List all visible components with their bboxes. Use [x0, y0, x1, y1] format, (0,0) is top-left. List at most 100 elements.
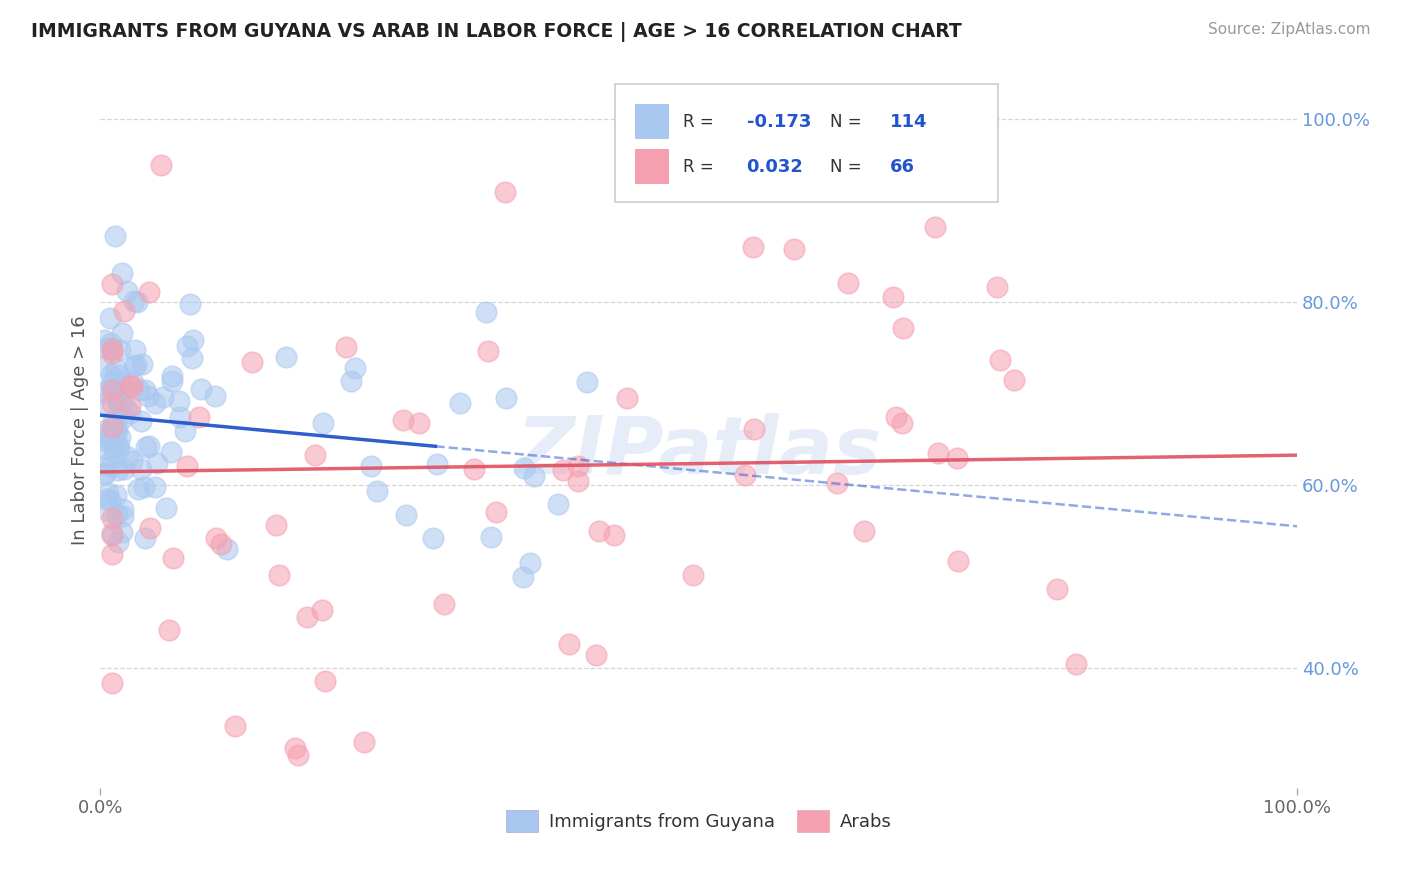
Point	[267, 568, 290, 582]
Point	[146, 456, 169, 470]
Point	[111, 524, 134, 539]
Point	[433, 597, 456, 611]
Point	[449, 396, 471, 410]
Point	[927, 446, 949, 460]
Point	[93, 466, 115, 480]
Point	[127, 482, 149, 496]
Point	[837, 277, 859, 291]
Point	[783, 242, 806, 256]
Point	[519, 556, 541, 570]
Point	[1046, 582, 1069, 597]
Point	[616, 391, 638, 405]
Point	[112, 462, 135, 476]
Point	[93, 333, 115, 347]
Point	[101, 510, 124, 524]
Point	[311, 416, 333, 430]
Point	[240, 355, 263, 369]
Point	[408, 416, 430, 430]
Point	[100, 335, 122, 350]
Point	[122, 375, 145, 389]
FancyBboxPatch shape	[636, 150, 669, 184]
Point	[924, 220, 946, 235]
Point	[335, 340, 357, 354]
Point	[124, 343, 146, 357]
Point	[162, 374, 184, 388]
Point	[576, 375, 599, 389]
Point	[742, 422, 765, 436]
Point	[295, 610, 318, 624]
Point	[304, 448, 326, 462]
Point	[100, 378, 122, 392]
Point	[96, 486, 118, 500]
Point	[93, 396, 115, 410]
Point	[891, 321, 914, 335]
Point	[183, 334, 205, 348]
Point	[152, 391, 174, 405]
Point	[93, 359, 115, 373]
Point	[149, 158, 172, 172]
Point	[1064, 657, 1087, 671]
Point	[108, 368, 131, 382]
Point	[112, 303, 135, 318]
Point	[98, 493, 121, 508]
Text: IMMIGRANTS FROM GUYANA VS ARAB IN LABOR FORCE | AGE > 16 CORRELATION CHART: IMMIGRANTS FROM GUYANA VS ARAB IN LABOR …	[31, 22, 962, 42]
Point	[135, 440, 157, 454]
Point	[108, 430, 131, 444]
Text: 114: 114	[890, 112, 928, 130]
Point	[128, 383, 150, 397]
Point	[274, 351, 297, 365]
Point	[101, 277, 124, 292]
Text: N =: N =	[831, 112, 868, 130]
Point	[567, 458, 589, 473]
Point	[475, 304, 498, 318]
Point	[98, 311, 121, 326]
Point	[558, 637, 581, 651]
Point	[366, 483, 388, 498]
Point	[101, 342, 124, 356]
Point	[107, 534, 129, 549]
Point	[111, 326, 134, 340]
Point	[93, 442, 115, 457]
Point	[110, 387, 132, 401]
Point	[104, 425, 127, 439]
Point	[101, 414, 124, 428]
Point	[120, 406, 142, 420]
Point	[97, 431, 120, 445]
Point	[602, 527, 624, 541]
Point	[825, 476, 848, 491]
Point	[112, 501, 135, 516]
Point	[114, 401, 136, 415]
Point	[266, 518, 288, 533]
Point	[110, 343, 132, 358]
Point	[93, 458, 115, 473]
Point	[986, 280, 1008, 294]
Point	[287, 748, 309, 763]
Point	[343, 361, 366, 376]
Point	[585, 648, 607, 663]
Point	[209, 537, 232, 551]
Point	[105, 425, 128, 439]
Legend: Immigrants from Guyana, Arabs: Immigrants from Guyana, Arabs	[498, 803, 898, 839]
Point	[118, 400, 141, 414]
Point	[108, 398, 131, 412]
Point	[477, 343, 499, 358]
Point	[155, 500, 177, 515]
Point	[118, 378, 141, 392]
Point	[105, 507, 128, 521]
Point	[122, 359, 145, 374]
Point	[204, 531, 226, 545]
Point	[105, 418, 128, 433]
Point	[134, 479, 156, 493]
Point	[160, 445, 183, 459]
Point	[101, 676, 124, 690]
Point	[94, 467, 117, 481]
Point	[103, 381, 125, 395]
Point	[134, 383, 156, 397]
Point	[314, 673, 336, 688]
Point	[157, 623, 180, 637]
Point	[180, 351, 202, 365]
Point	[129, 462, 152, 476]
Point	[125, 358, 148, 372]
Point	[111, 266, 134, 280]
Point	[108, 382, 131, 396]
